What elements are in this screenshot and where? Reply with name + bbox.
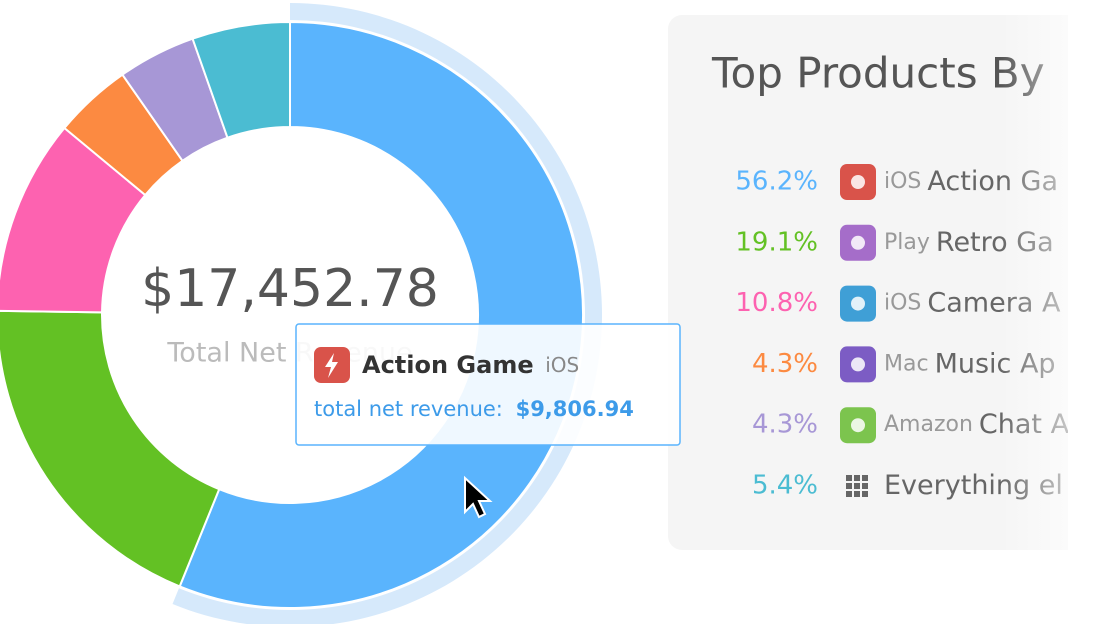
donut-slice: [178, 20, 584, 609]
legend-icon-glyph: [851, 235, 865, 250]
tooltip-label: total net revenue:: [314, 397, 503, 421]
legend-percent: 4.3%: [752, 349, 818, 379]
legend-icon-dot: [846, 483, 852, 489]
tooltip-value: $9,806.94: [516, 397, 634, 421]
donut: [0, 3, 602, 624]
tooltip-icon-bolt: [325, 353, 338, 378]
legend-platform: Amazon: [884, 412, 973, 437]
legend-platform: iOS: [884, 291, 921, 316]
legend-percent: 19.1%: [735, 227, 818, 257]
panel-title: Top Products By: [711, 49, 1045, 98]
center-value: $17,452.78: [141, 259, 439, 319]
legend-icon-glyph: [851, 175, 865, 189]
legend-percent: 5.4%: [752, 471, 818, 501]
cursor: [464, 475, 493, 519]
legend-icon-dot: [846, 491, 852, 497]
tooltip: Action Game iOS total net revenue: $9,80…: [295, 323, 681, 446]
tooltip-text: total net revenue: $9,806.94: [314, 397, 634, 421]
legend-icon-dot: [862, 491, 868, 497]
legend-icon-dot: [854, 475, 860, 481]
legend-icon-dot: [854, 483, 860, 489]
legend-icon-glyph: [851, 418, 865, 433]
panel-fade: [1000, 10, 1110, 555]
tooltip-name: Action Game: [362, 351, 534, 379]
legend-platform: Mac: [884, 351, 929, 376]
legend-platform: iOS: [884, 169, 921, 194]
legend-percent: 10.8%: [735, 288, 818, 318]
legend-icon-dot: [862, 483, 868, 489]
legend-icon-dot: [862, 475, 868, 481]
panel-bg: [668, 15, 1068, 550]
tooltip-platform: iOS: [545, 353, 579, 377]
legend-icon-glyph: [851, 357, 865, 372]
tooltip-box: [295, 323, 681, 446]
legend-icon-dot: [846, 475, 852, 481]
tooltip-title: Action Game iOS: [362, 351, 579, 379]
legend-percent: 4.3%: [752, 410, 818, 440]
donut-slice: [0, 309, 221, 588]
legend-percent: 56.2%: [735, 167, 818, 197]
legend-icon-dot: [854, 491, 860, 497]
legend-icon-glyph: [851, 296, 865, 311]
legend-platform: Play: [884, 230, 930, 255]
donut-slice: [191, 20, 291, 139]
